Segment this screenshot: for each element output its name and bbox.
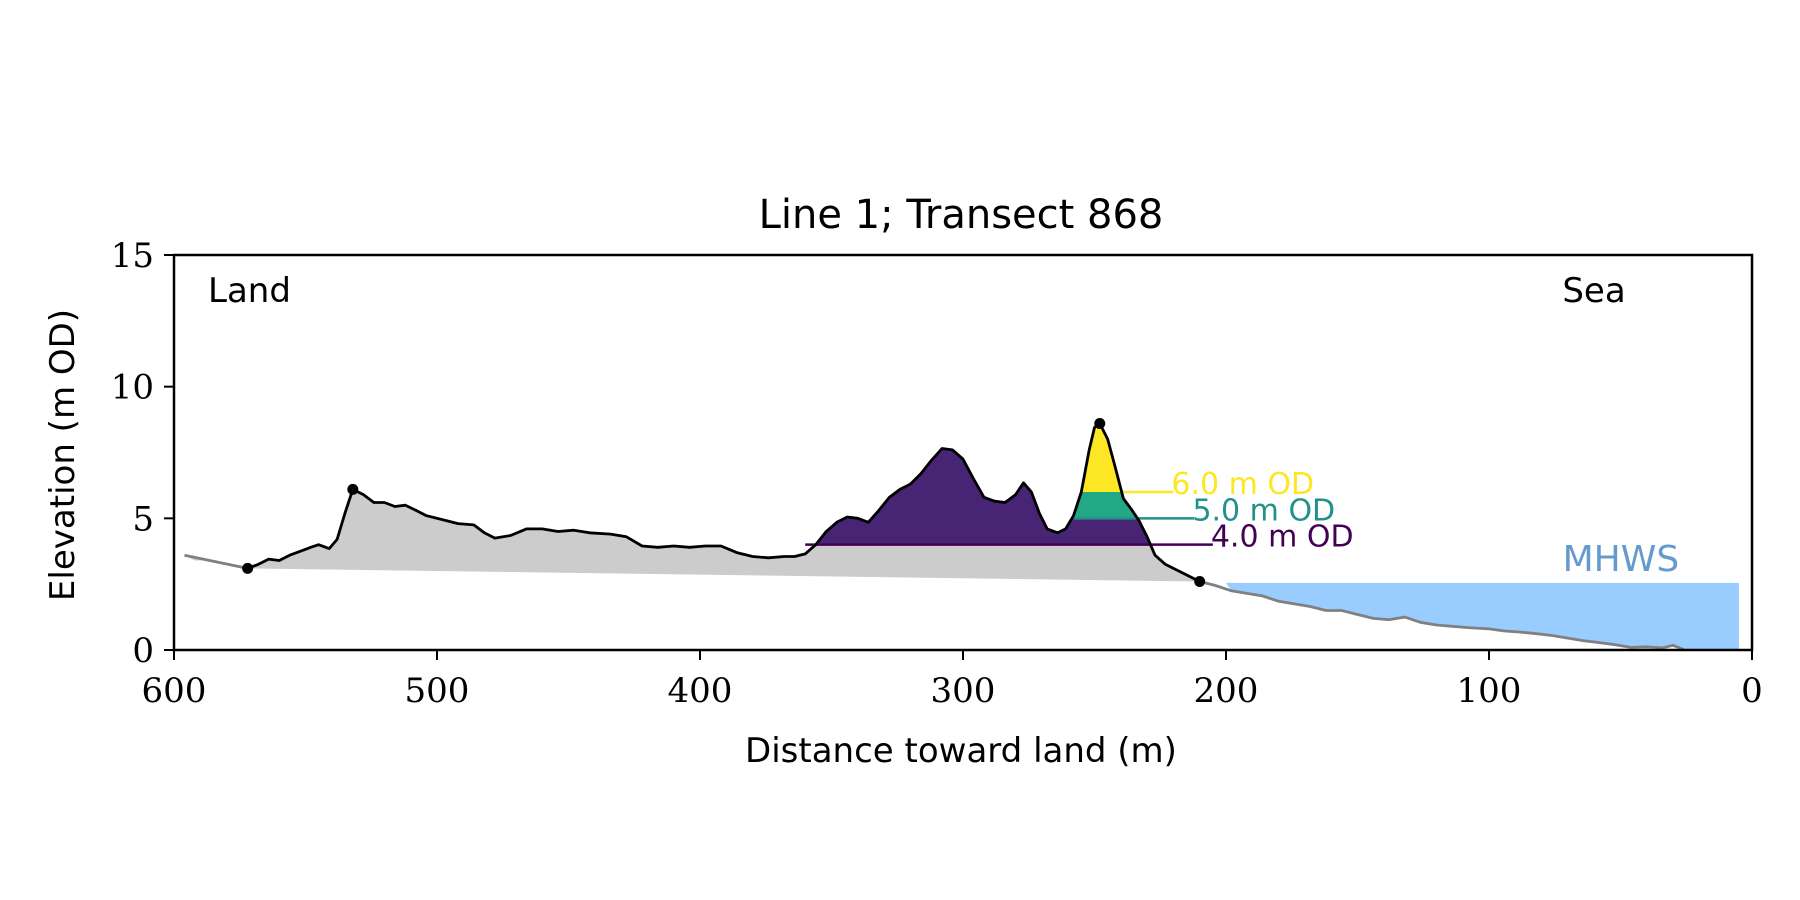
landward-profile-tail xyxy=(184,553,248,570)
x-tick-label-600: 600 xyxy=(142,671,207,711)
chart-title: Line 1; Transect 868 xyxy=(759,192,1164,238)
profile-marker-0 xyxy=(242,562,254,574)
profile-marker-1 xyxy=(347,483,359,495)
plot-area: 4.0 m OD5.0 m OD6.0 m OD MHWS xyxy=(184,418,1739,651)
level-4-label: 4.0 m OD xyxy=(1211,520,1354,555)
mhws-label: MHWS xyxy=(1563,539,1680,580)
profile-marker-2 xyxy=(1094,418,1106,430)
profile-line xyxy=(247,422,1201,583)
x-tick-label-200: 200 xyxy=(1194,671,1259,711)
x-tick-label-0: 0 xyxy=(1741,671,1763,711)
y-tick-label-10: 10 xyxy=(111,368,154,408)
sea-label: Sea xyxy=(1562,271,1625,311)
level-5-label: 5.0 m OD xyxy=(1192,493,1335,528)
y-tick-label-0: 0 xyxy=(132,631,154,671)
level-4-fill xyxy=(815,423,1151,545)
profile-fill xyxy=(184,423,1200,582)
x-tick-label-400: 400 xyxy=(668,671,733,711)
x-axis-label: Distance toward land (m) xyxy=(745,731,1177,771)
x-tick-label-100: 100 xyxy=(1457,671,1522,711)
y-tick-label-5: 5 xyxy=(132,499,154,539)
x-axis: 600 500 400 300 200 100 0 xyxy=(142,650,1763,711)
y-axis-label: Elevation (m OD) xyxy=(43,309,83,601)
seaward-profile-line xyxy=(1199,580,1685,651)
y-axis: 0 5 10 15 xyxy=(111,236,174,671)
x-tick-label-500: 500 xyxy=(405,671,470,711)
land-label: Land xyxy=(208,271,291,311)
y-tick-label-15: 15 xyxy=(111,236,154,276)
mhws-water xyxy=(1226,582,1739,650)
level-6-label: 6.0 m OD xyxy=(1171,467,1314,502)
profile-marker-3 xyxy=(1194,576,1206,588)
x-tick-label-300: 300 xyxy=(931,671,996,711)
